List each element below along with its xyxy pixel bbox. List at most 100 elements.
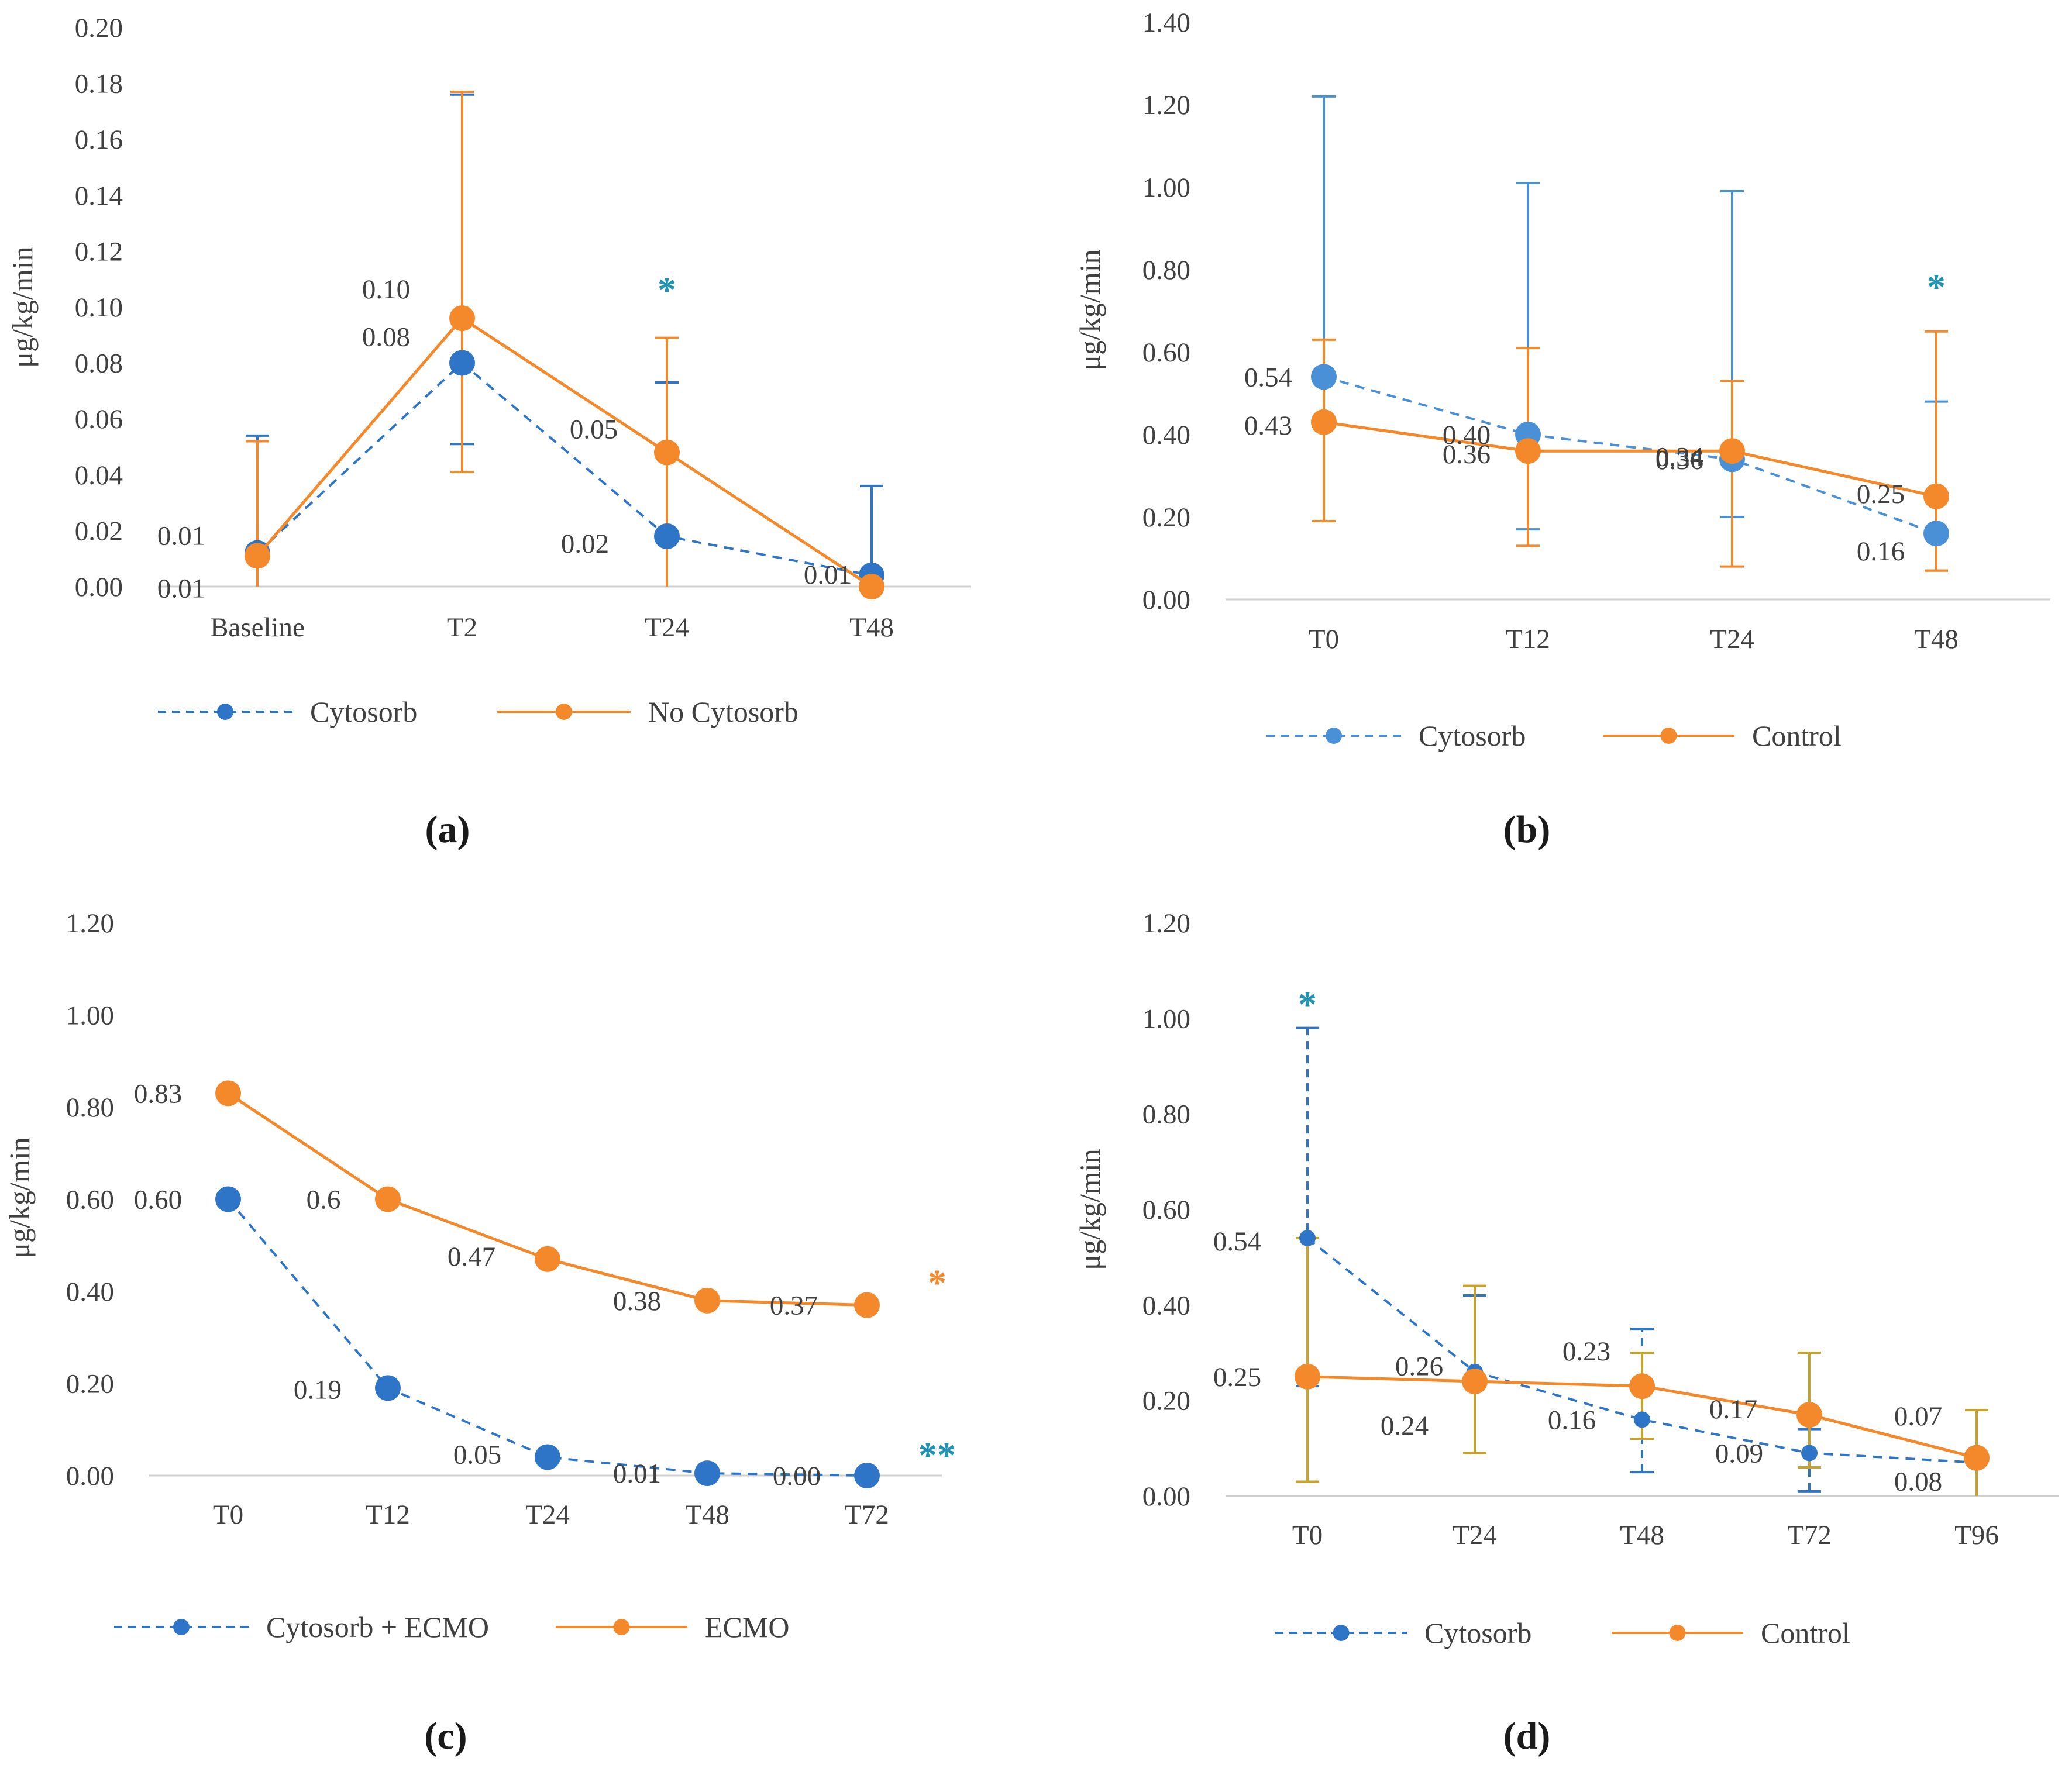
y-tick-label: 0.60 — [1142, 1195, 1190, 1225]
data-point-cytosorb — [449, 350, 475, 376]
y-tick-label: 0.60 — [66, 1185, 114, 1215]
legend-label-cytosorb: Cytosorb — [1419, 719, 1526, 752]
chart-panel-b: 0.00 0.20 0.40 0.60 0.80 1.00 1.20 1.40 μg/kg/mi… — [1073, 8, 2050, 851]
data-point-control — [1923, 483, 1949, 509]
significance-marker: ** — [918, 1435, 956, 1476]
y-tick-label: 0.00 — [1142, 1481, 1190, 1512]
x-tick-label: T72 — [845, 1500, 889, 1530]
x-tick-label: T96 — [1954, 1520, 1999, 1550]
y-tick-label: 0.00 — [75, 572, 123, 602]
y-axis-label: μg/kg/min — [1073, 1149, 1106, 1270]
y-tick-label: 0.80 — [1142, 255, 1190, 285]
x-tick-label: T48 — [849, 612, 894, 643]
data-point-control — [1295, 1363, 1320, 1390]
panel-label: (c) — [424, 1715, 467, 1757]
legend-marker-ecmo — [613, 1619, 630, 1635]
legend-label-control: Control — [1761, 1616, 1850, 1649]
chart-panel-a: 0.00 0.02 0.04 0.06 0.08 0.10 0.12 0.14 0.16 0.18… — [6, 13, 971, 851]
legend-marker-cytosorb — [217, 704, 233, 720]
legend-marker-cytosorb — [1333, 1625, 1350, 1641]
data-label: 0.23 — [1562, 1336, 1610, 1367]
data-point-ecmo — [535, 1246, 560, 1272]
y-tick-label: 0.16 — [75, 125, 123, 155]
data-label: 0.6 — [307, 1185, 341, 1215]
x-tick-label: T24 — [645, 612, 689, 643]
legend-marker-control — [1660, 728, 1677, 744]
series-line-cytosorb — [1306, 1237, 1977, 1464]
legend-label-cytosorb-ecmo: Cytosorb + ECMO — [266, 1611, 489, 1643]
y-tick-label: 0.14 — [75, 181, 123, 211]
data-label: 0.16 — [1857, 536, 1905, 567]
y-tick-label: 0.20 — [75, 13, 123, 43]
legend-marker-cytosorb — [1326, 728, 1342, 744]
y-tick-label: 0.18 — [75, 69, 123, 99]
legend-marker-no-cytosorb — [556, 704, 572, 720]
y-tick-label: 0.00 — [1142, 585, 1190, 615]
data-point-cytosorb-ecmo — [375, 1375, 401, 1401]
data-point-cytosorb — [1634, 1411, 1650, 1428]
x-tick-label: T0 — [213, 1500, 243, 1530]
data-label: 0.26 — [1395, 1352, 1443, 1382]
data-point-control — [1462, 1369, 1488, 1394]
x-tick-label: T0 — [1309, 624, 1339, 654]
data-point-control — [1796, 1402, 1822, 1428]
data-point-control — [1629, 1373, 1655, 1400]
y-tick-label: 1.20 — [1142, 90, 1190, 120]
y-tick-label: 0.12 — [75, 236, 123, 267]
legend-label-ecmo: ECMO — [705, 1611, 789, 1643]
y-tick-label: 1.00 — [1142, 173, 1190, 203]
panel-label: (d) — [1503, 1715, 1551, 1757]
data-point-control — [1719, 438, 1745, 464]
data-point-no-cytosorb — [654, 439, 680, 466]
x-tick-label: T24 — [525, 1500, 570, 1530]
y-tick-label: 0.20 — [1142, 502, 1190, 533]
y-tick-label: 0.10 — [75, 292, 123, 323]
significance-marker: * — [1927, 266, 1946, 308]
data-label: 0.07 — [1894, 1401, 1942, 1432]
x-tick-label: T12 — [1506, 624, 1550, 654]
y-axis-label: μg/kg/min — [3, 1137, 36, 1258]
data-label: 0.25 — [1857, 479, 1905, 509]
data-label: 0.01 — [804, 560, 852, 590]
x-tick-label: T48 — [1914, 624, 1959, 654]
data-label: 0.02 — [561, 529, 609, 559]
x-tick-label: T0 — [1292, 1520, 1323, 1550]
series-line-cytosorb — [1323, 375, 1937, 535]
y-tick-label: 0.20 — [1142, 1386, 1190, 1416]
legend-label-control: Control — [1752, 719, 1842, 752]
data-point-ecmo — [215, 1080, 241, 1107]
y-axis-label: μg/kg/min — [1073, 249, 1106, 370]
y-tick-label: 1.20 — [1142, 908, 1190, 939]
data-label: 0.54 — [1244, 362, 1292, 392]
data-point-ecmo — [854, 1292, 880, 1318]
data-point-cytosorb-ecmo — [854, 1463, 880, 1488]
data-label: 0.05 — [570, 415, 618, 445]
data-point-cytosorb-ecmo — [215, 1186, 241, 1212]
data-label: 0.47 — [448, 1242, 495, 1272]
data-label: 0.37 — [770, 1291, 818, 1321]
data-label: 0.09 — [1715, 1439, 1763, 1469]
data-label: 0.24 — [1381, 1411, 1429, 1441]
y-tick-label: 0.02 — [75, 516, 123, 546]
y-tick-label: 0.20 — [66, 1369, 114, 1400]
data-point-cytosorb-ecmo — [535, 1444, 560, 1470]
data-point-cytosorb — [1801, 1445, 1818, 1462]
data-label: 0.36 — [1655, 445, 1703, 475]
series-line-cytosorb-ecmo — [227, 1198, 868, 1477]
y-tick-label: 0.00 — [66, 1461, 114, 1491]
data-label: 0.17 — [1709, 1394, 1757, 1425]
y-tick-label: 1.00 — [1142, 1004, 1190, 1034]
x-tick-label: Baseline — [210, 612, 305, 643]
series-line-no-cytosorb — [256, 316, 873, 588]
y-tick-label: 1.40 — [1142, 8, 1190, 38]
significance-marker: * — [928, 1261, 946, 1303]
y-tick-label: 0.06 — [75, 404, 123, 435]
data-label: 0.01 — [157, 521, 205, 552]
y-tick-label: 1.00 — [66, 1001, 114, 1031]
x-tick-label: T72 — [1787, 1520, 1832, 1550]
significance-marker: * — [658, 269, 676, 311]
data-point-no-cytosorb — [449, 305, 475, 332]
y-axis-label: μg/kg/min — [6, 246, 39, 367]
data-label: 0.40 — [1443, 420, 1491, 450]
